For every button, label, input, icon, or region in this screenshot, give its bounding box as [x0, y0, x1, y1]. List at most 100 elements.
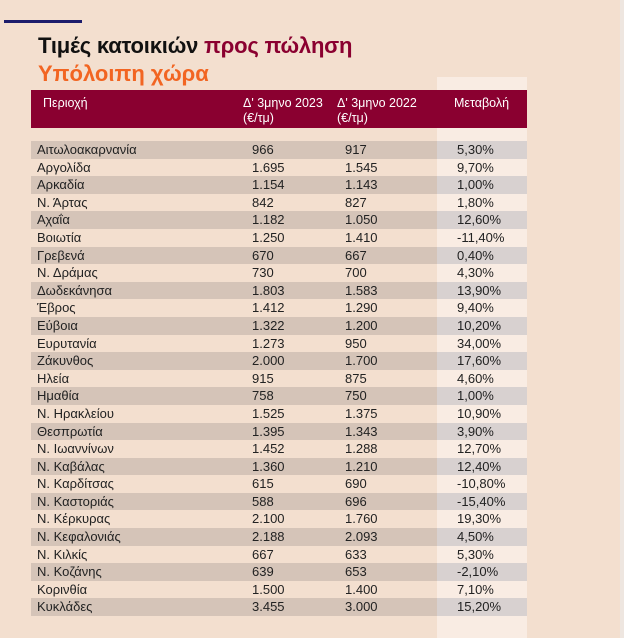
cell-q2023: 1.182 [252, 212, 285, 228]
cell-change: 15,20% [457, 599, 502, 615]
cell-q2022: 1.583 [345, 282, 378, 298]
cell-q2022: 950 [345, 335, 367, 351]
cell-change: 13,90% [457, 282, 502, 298]
decorative-top-line [4, 20, 82, 23]
cell-change: -15,40% [457, 493, 506, 509]
cell-q2022: 875 [345, 370, 367, 386]
cell-change: 1,00% [457, 177, 494, 193]
table-row: Ν. Κοζάνης 639 653 -2,10% [31, 563, 527, 581]
cell-q2022: 1.700 [345, 353, 378, 369]
cell-region: Ν. Κοζάνης [37, 564, 102, 580]
cell-q2022: 1.290 [345, 300, 378, 316]
cell-q2022: 1.200 [345, 317, 378, 333]
table-row: Κορινθία 1.500 1.400 7,10% [31, 581, 527, 599]
cell-change: 4,50% [457, 529, 494, 545]
cell-q2022: 1.143 [345, 177, 378, 193]
cell-q2023: 1.412 [252, 300, 285, 316]
cell-change: 10,20% [457, 317, 502, 333]
table-row: Ν. Καρδίτσας 615 690 -10,80% [31, 475, 527, 493]
table-row: Ευρυτανία 1.273 950 34,00% [31, 335, 527, 353]
cell-change: 19,30% [457, 511, 502, 527]
cell-q2022: 667 [345, 247, 367, 263]
table-row: Ηλεία 915 875 4,60% [31, 370, 527, 388]
cell-q2023: 667 [252, 546, 274, 562]
cell-q2023: 966 [252, 142, 274, 157]
cell-q2023: 639 [252, 564, 274, 580]
cell-region: Ευρυτανία [37, 335, 97, 351]
cell-q2022: 1.210 [345, 458, 378, 474]
table-row: Αργολίδα 1.695 1.545 9,70% [31, 159, 527, 177]
change-cell-bg [437, 352, 527, 370]
cell-q2023: 1.452 [252, 441, 285, 457]
cell-q2023: 730 [252, 265, 274, 281]
table-row: Αρκαδία 1.154 1.143 1,00% [31, 176, 527, 194]
cell-region: Έβρος [37, 300, 76, 316]
cell-region: Κυκλάδες [37, 599, 93, 615]
change-cell-bg [437, 422, 527, 441]
cell-q2023: 842 [252, 194, 274, 210]
cell-change: 9,40% [457, 300, 494, 316]
table-row: Ημαθία 758 750 1,00% [31, 387, 527, 405]
header-q2022-line2: (€/τμ) [337, 111, 368, 125]
cell-q2023: 670 [252, 247, 274, 263]
cell-region: Ζάκυνθος [37, 353, 94, 369]
table-body: Αιτωλοακαρνανία 966 917 5,30% Αργολίδα 1.695 1… [31, 141, 527, 617]
cell-q2023: 1.322 [252, 317, 285, 333]
cell-region: Αχαΐα [37, 212, 70, 228]
cell-q2022: 633 [345, 546, 367, 562]
cell-q2023: 615 [252, 476, 274, 492]
cell-change: 4,60% [457, 370, 494, 386]
table-row: Ζάκυνθος 2.000 1.700 17,60% [31, 352, 527, 370]
cell-region: Ν. Κιλκίς [37, 546, 88, 562]
table-header: Περιοχή Δ' 3μηνο 2023 (€/τμ) Δ' 3μηνο 202… [31, 90, 527, 128]
cell-region: Δωδεκάνησα [37, 282, 112, 298]
cell-q2023: 1.525 [252, 405, 285, 421]
cell-region: Γρεβενά [37, 247, 85, 263]
header-change: Μεταβολή [454, 96, 510, 110]
cell-region: Ν. Καστοριάς [37, 493, 114, 509]
change-cell-bg [437, 141, 527, 159]
cell-change: 1,80% [457, 194, 494, 210]
cell-q2022: 827 [345, 194, 367, 210]
cell-q2023: 915 [252, 370, 274, 386]
cell-region: Ημαθία [37, 388, 80, 404]
cell-change: 34,00% [457, 335, 502, 351]
cell-q2023: 1.695 [252, 159, 285, 175]
table-row: Ν. Κεφαλονιάς 2.188 2.093 4,50% [31, 528, 527, 546]
change-cell-bg [437, 387, 527, 405]
cell-region: Αρκαδία [37, 177, 85, 193]
cell-q2022: 1.375 [345, 405, 378, 421]
table-row: Ν. Κέρκυρας 2.100 1.760 19,30% [31, 510, 527, 528]
cell-change: 4,30% [457, 265, 494, 281]
cell-q2023: 1.250 [252, 229, 285, 245]
cell-q2022: 700 [345, 265, 367, 281]
cell-q2022: 3.000 [345, 599, 378, 615]
change-cell-bg [437, 246, 527, 265]
cell-q2023: 1.500 [252, 581, 285, 597]
table-row: Γρεβενά 670 667 0,40% [31, 246, 527, 265]
cell-q2022: 750 [345, 388, 367, 404]
page-subtitle: Υπόλοιπη χώρα [38, 61, 209, 86]
cell-change: 1,00% [457, 388, 494, 404]
change-cell-bg [437, 281, 527, 300]
right-edge [620, 0, 624, 638]
cell-change: 5,30% [457, 546, 494, 562]
page-title: Τιμές κατοικιών προς πώληση [38, 33, 352, 59]
cell-change: 9,70% [457, 159, 494, 175]
table-row: Ν. Ηρακλείου 1.525 1.375 10,90% [31, 405, 527, 423]
change-cell-bg [437, 457, 527, 476]
cell-q2022: 1.760 [345, 511, 378, 527]
cell-q2023: 1.395 [252, 423, 285, 439]
cell-q2022: 1.050 [345, 212, 378, 228]
cell-region: Ηλεία [37, 370, 70, 386]
table-row: Θεσπρωτία 1.395 1.343 3,90% [31, 422, 527, 441]
header-q2023-line1: Δ' 3μηνο 2023 [243, 96, 323, 110]
cell-change: 17,60% [457, 353, 502, 369]
cell-q2023: 3.455 [252, 599, 285, 615]
table-row: Δωδεκάνησα 1.803 1.583 13,90% [31, 281, 527, 300]
cell-region: Αιτωλοακαρνανία [37, 142, 137, 157]
header-q2022: Δ' 3μηνο 2022 (€/τμ) [337, 96, 417, 126]
cell-change: 12,70% [457, 441, 502, 457]
header-q2022-line1: Δ' 3μηνο 2022 [337, 96, 417, 110]
change-cell-bg [437, 563, 527, 581]
